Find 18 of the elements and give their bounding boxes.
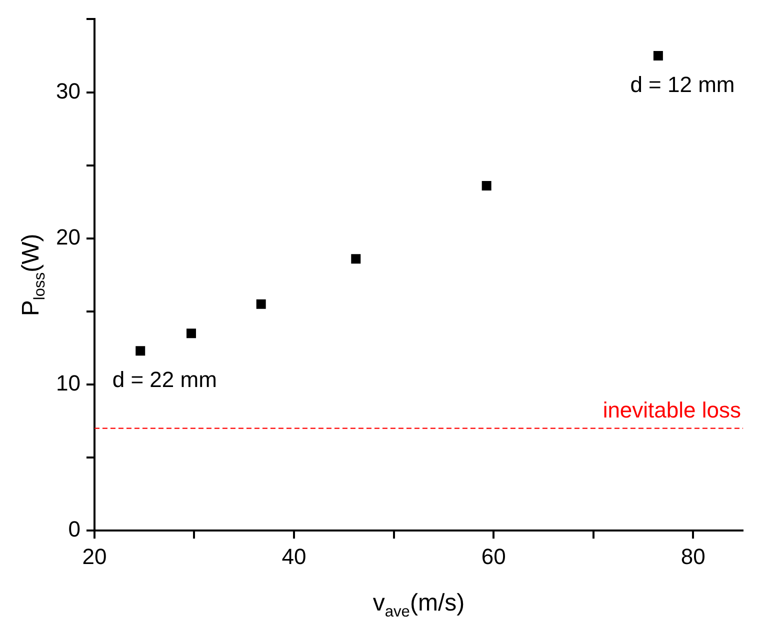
x-tick-label: 40 bbox=[282, 544, 306, 569]
y-tick-label: 30 bbox=[56, 78, 80, 104]
y-axis-title: Ploss(W) bbox=[18, 234, 49, 316]
x-tick-label: 80 bbox=[680, 544, 706, 569]
point bbox=[653, 50, 663, 60]
point bbox=[256, 299, 266, 309]
point bbox=[136, 346, 146, 356]
ref-line-label: inevitable loss bbox=[602, 397, 741, 422]
annotation: d = 12 mm bbox=[630, 72, 735, 97]
point bbox=[186, 328, 196, 338]
y-tick-label: 10 bbox=[56, 370, 80, 396]
point bbox=[482, 181, 492, 191]
x-tick-label: 20 bbox=[82, 544, 107, 569]
annotation: d = 22 mm bbox=[112, 366, 217, 392]
x-tick-label: 60 bbox=[481, 544, 506, 569]
y-tick-label: 20 bbox=[56, 224, 80, 250]
point bbox=[351, 254, 361, 264]
y-tick-label: 0 bbox=[68, 516, 80, 542]
